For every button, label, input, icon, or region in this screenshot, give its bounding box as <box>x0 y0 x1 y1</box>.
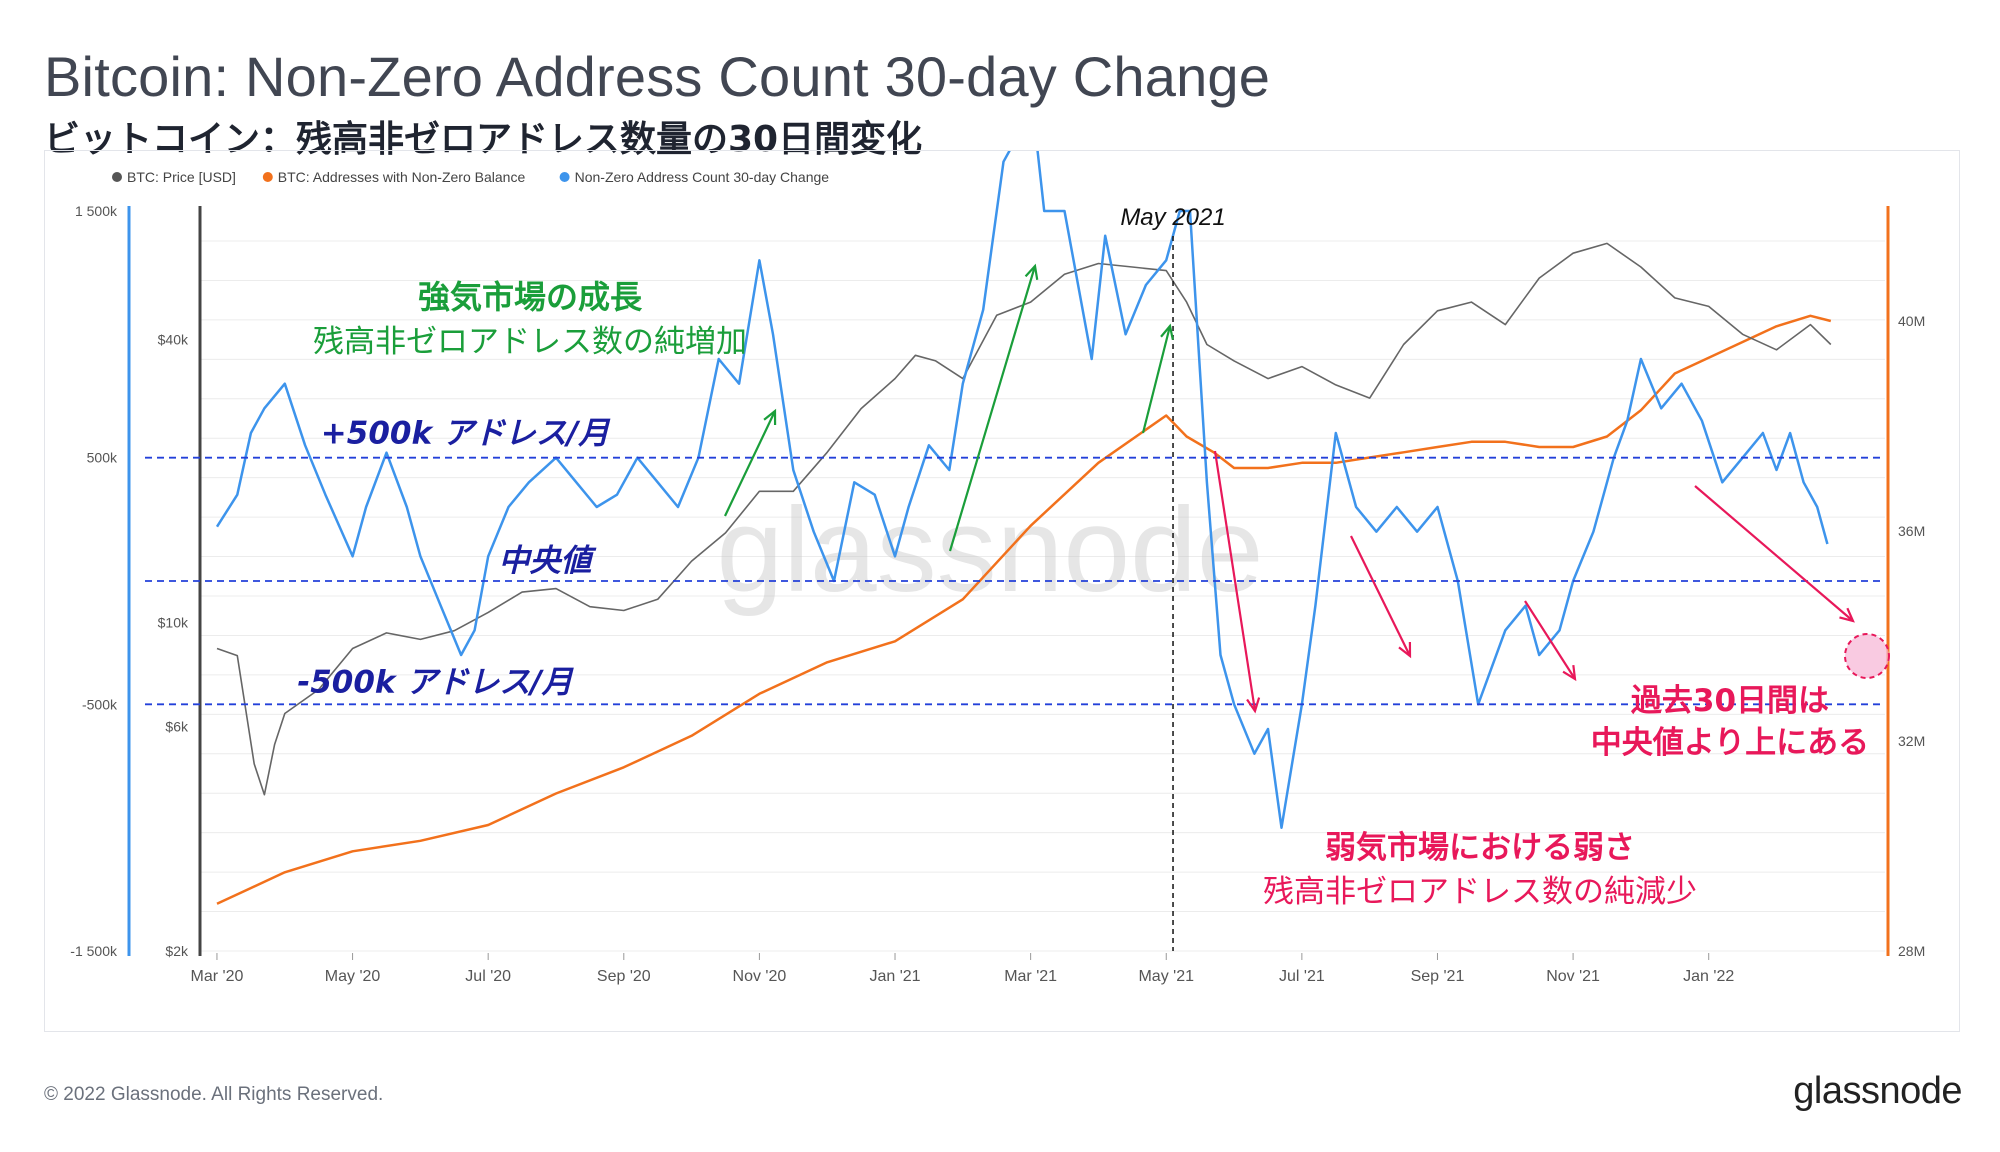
reference-label-2: -500k アドレス/月 <box>297 664 574 700</box>
left-tick-label-0: 1 500k <box>75 203 118 219</box>
bull-subtitle: 残高非ゼロアドレス数の純増加 <box>313 324 747 360</box>
gridlines <box>200 240 1885 952</box>
bear-arrow-4-shaft <box>1694 485 1854 622</box>
bear-subtitle: 残高非ゼロアドレス数の純減少 <box>1263 874 1697 910</box>
x-tick-label-0: Mar '20 <box>191 968 244 985</box>
recent-line-1: 過去30日間は <box>1631 683 1829 719</box>
x-tick-label-4: Nov '20 <box>733 968 787 985</box>
legend-label-1: BTC: Addresses with Non-Zero Balance <box>278 169 526 185</box>
chart-canvas: glassnode 1 500k 500k -500k -1 500k $40k $10k… <box>70 151 1925 985</box>
series-lines <box>215 151 1832 905</box>
axes: 1 500k 500k -500k -1 500k $40k $10k $6k $2k 40M 3… <box>70 203 1925 985</box>
x-tick-label-6: Mar '21 <box>1004 968 1057 985</box>
price-tick-label-1: $10k <box>158 614 189 630</box>
x-tick-label-5: Jan '21 <box>869 968 920 985</box>
bull-arrow-2-shaft <box>948 265 1037 552</box>
left-tick-label-3: -1 500k <box>70 943 118 959</box>
legend: BTC: Price [USD] BTC: Addresses with Non-… <box>112 169 829 185</box>
bear-title: 弱気市場における弱さ <box>1325 830 1635 866</box>
bear-arrow-2-shaft <box>1350 535 1411 657</box>
bull-arrow-3-shaft <box>1141 325 1172 434</box>
bull-arrow-2-head <box>1024 263 1039 280</box>
bear-arrow-2-head <box>1398 641 1412 659</box>
chart-subtitle: ビットコイン：残高非ゼロアドレス数量の30日間変化 <box>44 119 923 160</box>
change-line <box>215 151 1829 829</box>
x-tick-label-2: Jul '20 <box>465 968 511 985</box>
balance-line <box>216 314 1832 905</box>
bear-arrow-3-head <box>1562 664 1577 682</box>
right-tick-label-3: 28M <box>1898 943 1925 959</box>
right-tick-label-2: 32M <box>1898 733 1925 749</box>
legend-dot-1 <box>262 172 273 182</box>
x-tick-label-11: Jan '22 <box>1683 968 1734 985</box>
bull-arrow-1-shaft <box>724 410 776 517</box>
legend-label-2: Non-Zero Address Count 30-day Change <box>575 169 830 185</box>
x-tick-label-8: Jul '21 <box>1279 968 1325 985</box>
x-tick-label-9: Sep '21 <box>1411 968 1465 985</box>
x-tick-label-7: May '21 <box>1138 968 1194 985</box>
right-tick-label-1: 36M <box>1898 523 1925 539</box>
legend-dot-2 <box>559 172 570 182</box>
may-2021-label: May 2021 <box>1120 204 1225 231</box>
right-tick-label-0: 40M <box>1898 313 1925 329</box>
glassnode-logo[interactable]: glassnode <box>1793 1070 1962 1112</box>
bull-title: 強気市場の成長 <box>418 278 643 316</box>
price-tick-label-3: $2k <box>165 943 189 959</box>
legend-label-0: BTC: Price [USD] <box>127 169 236 185</box>
copyright: © 2022 Glassnode. All Rights Reserved. <box>44 1084 384 1105</box>
bull-arrow-3-head <box>1160 323 1174 340</box>
watermark: glassnode <box>716 483 1263 617</box>
chart-title: Bitcoin: Non-Zero Address Count 30-day C… <box>44 45 1271 108</box>
bear-arrow-4-head <box>1839 607 1855 623</box>
recent-highlight-circle <box>1844 633 1890 679</box>
reference-label-1: 中央値 <box>499 543 597 579</box>
left-tick-label-2: -500k <box>82 696 118 712</box>
bear-arrow-1-head <box>1246 697 1261 714</box>
bear-arrow-3-shaft <box>1524 600 1576 680</box>
recent-line-2: 中央値より上にある <box>1591 725 1869 761</box>
left-tick-label-1: 500k <box>87 450 118 466</box>
x-tick-label-3: Sep '20 <box>597 968 651 985</box>
price-tick-label-2: $6k <box>165 719 189 735</box>
annotations: 強気市場の成長残高非ゼロアドレス数の純増加弱気市場における弱さ残高非ゼロアドレス… <box>313 263 1890 910</box>
x-tick-label-10: Nov '21 <box>1546 968 1600 985</box>
x-tick-label-1: May '20 <box>325 968 381 985</box>
reference-label-0: +500k アドレス/月 <box>321 416 611 452</box>
price-tick-label-0: $40k <box>158 331 189 347</box>
legend-dot-0 <box>112 172 122 182</box>
chart-frame: glassnode 1 500k 500k -500k -1 500k $40k $10k… <box>44 150 1960 1032</box>
bear-arrow-1-shaft <box>1213 450 1257 712</box>
bull-arrow-1-head <box>763 408 777 426</box>
price-line <box>216 242 1832 796</box>
